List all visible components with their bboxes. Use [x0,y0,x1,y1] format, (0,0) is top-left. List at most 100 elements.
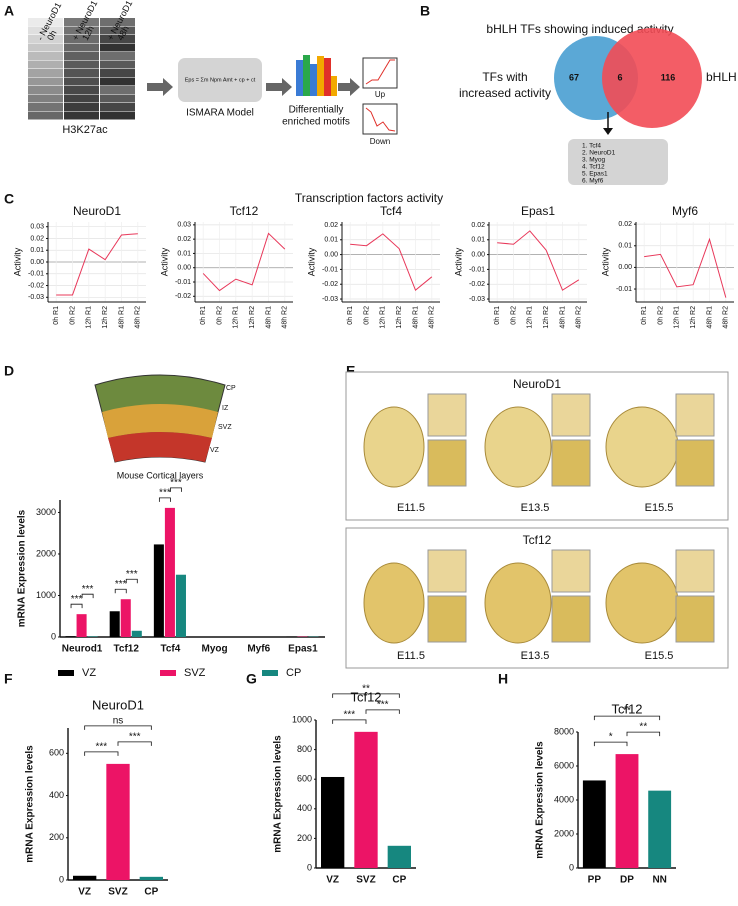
significance-label: ** [639,722,647,733]
x-tick-label: 12h R1 [674,306,681,329]
y-axis-label: Activity [159,247,169,276]
x-tick-label: 0h R1 [53,306,60,325]
inset [427,549,467,593]
y-tick-label: 0.01 [324,237,338,244]
line [56,233,138,296]
layer-label: CP [226,385,236,392]
significance-bracket [332,719,367,724]
x-tick-label: 48h R2 [429,306,436,329]
list-item: 6. Myf6 [582,178,604,185]
y-tick-label: 800 [297,744,312,754]
x-tick-label: 48h R1 [559,306,566,329]
panel-label: H [498,671,508,687]
significance-label: ** [362,683,370,694]
trend-label: Up [375,90,386,99]
heat-cell [100,69,135,77]
heat-cell [100,26,135,35]
trend-box [362,57,398,89]
y-tick-label: 0.00 [30,259,44,266]
heat-cell [64,35,99,43]
inset [675,595,715,643]
stage-label: E11.5 [397,502,425,514]
list-item: 3. Myog [582,157,606,164]
x-tick-label: CP [392,875,406,886]
significance-bracket [332,693,400,698]
heat-cell [28,26,63,35]
heat-cell [100,77,135,86]
heat-cell [64,43,99,52]
significance-bracket [84,751,119,756]
y-tick-label: 0.00 [177,265,191,272]
y-tick-label: 0 [59,874,64,884]
y-axis-label: mRNA Expression levels [535,741,546,859]
histone-mark: H3K27ac [62,124,108,136]
y-tick-label: 1000 [292,714,312,724]
layer-label: IZ [222,405,229,412]
significance-label: ** [623,706,631,717]
heat-cell [28,86,63,94]
y-tick-label: 4000 [554,794,574,804]
significance-label: * [609,732,613,743]
significance-bracket [84,725,152,730]
inset [551,595,591,643]
panel-label: C [4,191,14,207]
y-tick-label: 1000 [36,590,56,600]
y-tick-label: 0.00 [618,264,632,271]
x-tick-label: 0h R1 [200,306,207,325]
x-tick-label: VZ [326,875,339,886]
formula: Eps = Σm Npm Amt + cp + ct [185,77,256,83]
x-tick-label: 48h R2 [135,306,142,329]
y-tick-label: 0 [51,631,56,641]
heat-cell [28,35,63,43]
heat-cell [100,35,135,43]
embryo [605,562,679,644]
inset [551,549,591,593]
image-title: NeuroD1 [513,377,561,391]
heat-cell [28,43,63,52]
heat-cell [64,77,99,86]
y-tick-label: 0.02 [30,235,44,242]
stage-label: E15.5 [645,502,674,514]
y-tick-label: -0.03 [469,296,485,303]
x-tick-label: 0h R1 [494,306,501,325]
x-tick-label: SVZ [108,887,127,898]
bar [73,875,97,880]
y-tick-label: 600 [297,774,312,784]
significance-label: *** [115,579,127,590]
panel-label: A [4,3,14,19]
heat-cell [100,94,135,103]
x-tick-label: 48h R1 [412,306,419,329]
chart-title: Tcf12 [611,701,642,716]
y-tick-label: 600 [49,748,64,758]
chart-title: Epas1 [521,204,555,218]
panel-label: D [4,363,14,379]
y-tick-label: -0.03 [322,296,338,303]
y-tick-label: 2000 [554,828,574,838]
y-tick-label: 0 [569,862,574,872]
embryo [484,562,552,644]
bar [120,599,131,637]
y-tick-label: 0.00 [324,251,338,258]
venn-count: 67 [569,72,579,82]
heat-cell [64,94,99,103]
heat-cell [64,52,99,60]
y-axis-label: mRNA Expression levels [25,745,36,863]
panel-label: E [346,363,355,379]
cortex-layer [102,404,218,438]
heatmap [28,18,135,120]
x-tick-label: 48h R2 [723,306,730,329]
significance-bracket [125,578,138,584]
heat-cell [28,69,63,77]
embryo [363,406,425,488]
image-title: Tcf12 [523,533,552,547]
heat-cell [64,103,99,111]
chart-title: Tcf12 [350,689,381,704]
y-tick-label: 0.01 [618,243,632,250]
bar [131,630,142,637]
column-label: 0h [45,29,59,43]
embryo [484,406,552,488]
significance-bracket [365,709,400,714]
y-axis-label: mRNA Expression levels [273,735,284,853]
y-tick-label: 3000 [36,507,56,517]
